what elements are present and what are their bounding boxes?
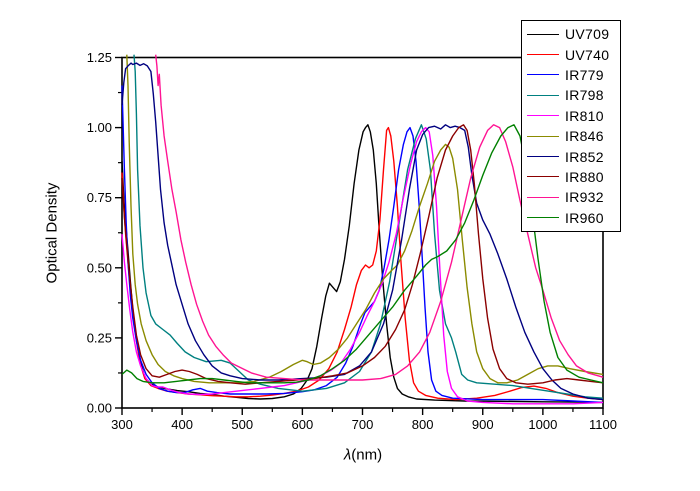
x-tick-label: 500 xyxy=(231,417,253,432)
legend-line-sample xyxy=(527,176,559,178)
legend-item: UV709 xyxy=(522,24,620,44)
legend-line-sample xyxy=(527,33,559,35)
legend-item: IR880 xyxy=(522,167,620,187)
y-tick-label: 0.25 xyxy=(87,330,112,345)
x-tick-label: 1100 xyxy=(589,417,617,432)
legend-label: IR798 xyxy=(565,87,604,104)
legend-line-sample xyxy=(527,135,559,137)
y-tick-label: 1.25 xyxy=(87,50,112,65)
legend-label: IR880 xyxy=(565,168,604,185)
legend-item: IR960 xyxy=(522,208,620,228)
y-tick-label: 0.00 xyxy=(87,401,112,416)
legend-label: IR846 xyxy=(565,128,604,145)
legend-label: IR960 xyxy=(565,209,604,226)
legend-label: IR810 xyxy=(565,107,604,124)
x-tick-label: 300 xyxy=(111,417,133,432)
legend-line-sample xyxy=(527,74,559,76)
series-line-IR846 xyxy=(126,54,604,384)
legend-line-sample xyxy=(527,156,559,158)
legend-item: IR932 xyxy=(522,187,620,207)
y-axis-title: Optical Density xyxy=(43,182,61,284)
y-tick-label: 0.50 xyxy=(87,260,112,275)
lambda-symbol: λ xyxy=(343,446,352,464)
x-axis-title: λ(nm) xyxy=(344,447,382,464)
y-tick-label: 1.00 xyxy=(87,120,112,135)
x-tick-label: 400 xyxy=(171,417,193,432)
x-tick-label: 800 xyxy=(412,417,434,432)
series-line-UV740 xyxy=(121,126,604,401)
legend-line-sample xyxy=(527,217,559,219)
x-tick-label: 900 xyxy=(472,417,494,432)
legend: UV709 UV740 IR779 IR798 IR810 IR846 IR852 IR880… xyxy=(521,20,621,232)
legend-item: UV740 xyxy=(522,45,620,65)
legend-item: IR852 xyxy=(522,147,620,167)
y-tick-label: 0.75 xyxy=(87,190,112,205)
series-line-IR779 xyxy=(121,85,604,404)
legend-label: IR779 xyxy=(565,66,604,83)
series-line-IR798 xyxy=(133,54,604,399)
x-tick-label: 1000 xyxy=(528,417,557,432)
legend-item: IR810 xyxy=(522,106,620,126)
legend-label: UV709 xyxy=(565,26,610,43)
series-line-IR880 xyxy=(121,124,604,385)
legend-item: IR846 xyxy=(522,126,620,146)
legend-label: IR852 xyxy=(565,148,604,165)
legend-line-sample xyxy=(527,115,559,117)
x-tick-label: 700 xyxy=(352,417,374,432)
legend-label: UV740 xyxy=(565,46,610,63)
legend-item: IR798 xyxy=(522,85,620,105)
legend-label: IR932 xyxy=(565,189,604,206)
x-axis-unit: (nm) xyxy=(351,446,383,464)
x-tick-label: 600 xyxy=(292,417,314,432)
legend-line-sample xyxy=(527,196,559,198)
legend-line-sample xyxy=(527,94,559,96)
legend-item: IR779 xyxy=(522,65,620,85)
legend-line-sample xyxy=(527,54,559,56)
